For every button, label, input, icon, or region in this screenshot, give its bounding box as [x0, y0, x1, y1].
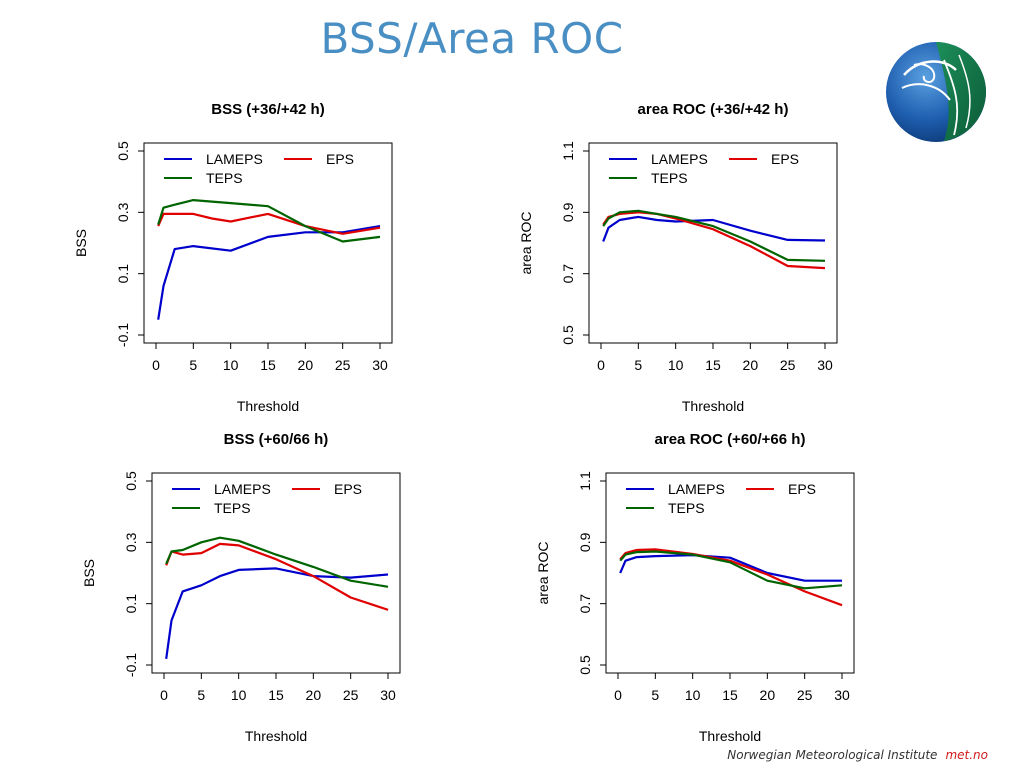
x-tick-label: 0 [152, 357, 160, 373]
plot-frame [588, 142, 838, 344]
x-tick-label: 5 [197, 687, 205, 703]
x-tick-label: 30 [834, 687, 850, 703]
series-line-eps [165, 542, 389, 611]
legend-label: TEPS [668, 500, 705, 516]
footer: Norwegian Meteorological Institute met.no [727, 748, 988, 762]
y-tick-label: 0.3 [123, 532, 139, 552]
chart-title: area ROC (+60/+66 h) [655, 431, 806, 448]
y-tick-label: -0.1 [123, 653, 139, 677]
x-tick-label: 30 [372, 357, 388, 373]
x-tick-label: 20 [743, 357, 759, 373]
x-tick-label: 15 [268, 687, 284, 703]
x-tick-label: 15 [260, 357, 276, 373]
x-tick-label: 20 [306, 687, 322, 703]
legend-label: LAMEPS [668, 481, 725, 497]
series-line-teps [165, 536, 389, 588]
legend-label: LAMEPS [651, 151, 708, 167]
y-tick-label: 0.9 [577, 532, 593, 552]
x-axis-label: Threshold [237, 398, 299, 414]
legend-label: TEPS [651, 170, 688, 186]
series-line-lameps [602, 215, 826, 242]
y-tick-label: 0.1 [123, 594, 139, 614]
x-tick-label: 5 [651, 687, 659, 703]
chart-roc-36-42: area ROC (+36/+42 h) 0 5 10 15 20 25 30 0.5 0.7 0.… [518, 101, 838, 414]
x-tick-label: 0 [160, 687, 168, 703]
x-tick-label: 0 [614, 687, 622, 703]
x-tick-label: 5 [189, 357, 197, 373]
chart-title: area ROC (+36/+42 h) [638, 101, 789, 118]
y-tick-label: 1.1 [577, 471, 593, 491]
x-tick-label: 20 [298, 357, 314, 373]
x-tick-label: 25 [343, 687, 359, 703]
series-line-eps [157, 212, 381, 235]
x-axis-label: Threshold [245, 728, 307, 744]
x-tick-label: 10 [223, 357, 239, 373]
x-axis-label: Threshold [699, 728, 761, 744]
chart-bss-36-42: BSS (+36/+42 h) 0 5 10 15 20 25 30 -0.1 0.1 0.3 0.5… [73, 101, 393, 414]
met-no-logo-icon [886, 42, 986, 142]
y-axis-label: BSS [81, 559, 97, 587]
footer-site-link[interactable]: met.no [945, 748, 988, 762]
y-axis-label: BSS [73, 229, 89, 257]
legend-label: EPS [788, 481, 816, 497]
y-tick-label: 0.7 [560, 264, 576, 284]
plot-frame [605, 472, 855, 674]
y-tick-label: 0.5 [115, 141, 131, 161]
x-tick-label: 10 [231, 687, 247, 703]
x-tick-label: 10 [668, 357, 684, 373]
slide-title: BSS/Area ROC [320, 14, 624, 63]
x-axis-label: Threshold [682, 398, 744, 414]
chart-roc-60-66: area ROC (+60/+66 h) 0 5 10 15 20 25 30 0.5 0.7 0.… [535, 431, 855, 744]
x-tick-label: 25 [797, 687, 813, 703]
y-tick-label: 0.9 [560, 202, 576, 222]
y-tick-label: 0.1 [115, 264, 131, 284]
chart-bss-60-66: BSS (+60/66 h) 0 5 10 15 20 25 30 -0.1 0.1 0.3 0.5 T… [81, 431, 401, 744]
x-tick-label: 5 [634, 357, 642, 373]
legend-label: TEPS [214, 500, 251, 516]
legend-label: LAMEPS [214, 481, 271, 497]
y-tick-label: 0.5 [577, 655, 593, 675]
series-line-teps [157, 198, 381, 243]
y-tick-label: 1.1 [560, 141, 576, 161]
y-tick-label: -0.1 [115, 323, 131, 347]
x-tick-label: 15 [705, 357, 721, 373]
legend-label: LAMEPS [206, 151, 263, 167]
series-line-teps [619, 550, 843, 590]
legend-label: EPS [771, 151, 799, 167]
y-tick-label: 0.5 [560, 325, 576, 345]
legend-label: TEPS [206, 170, 243, 186]
series-line-lameps [165, 567, 389, 660]
plot-frame [151, 472, 401, 674]
x-tick-label: 30 [817, 357, 833, 373]
y-tick-label: 0.5 [123, 471, 139, 491]
chart-title: BSS (+60/66 h) [224, 431, 329, 448]
x-tick-label: 10 [685, 687, 701, 703]
y-tick-label: 0.3 [115, 202, 131, 222]
x-tick-label: 30 [380, 687, 396, 703]
series-line-teps [602, 209, 826, 262]
x-tick-label: 15 [722, 687, 738, 703]
x-tick-label: 20 [760, 687, 776, 703]
y-axis-label: area ROC [535, 541, 551, 604]
plot-frame [143, 142, 393, 344]
y-axis-label: area ROC [518, 211, 534, 274]
y-tick-label: 0.7 [577, 594, 593, 614]
x-tick-label: 25 [335, 357, 351, 373]
legend-label: EPS [334, 481, 362, 497]
footer-org: Norwegian Meteorological Institute [727, 748, 938, 762]
legend-label: EPS [326, 151, 354, 167]
chart-title: BSS (+36/+42 h) [211, 101, 324, 118]
x-tick-label: 0 [597, 357, 605, 373]
x-tick-label: 25 [780, 357, 796, 373]
series-line-lameps [619, 554, 842, 582]
